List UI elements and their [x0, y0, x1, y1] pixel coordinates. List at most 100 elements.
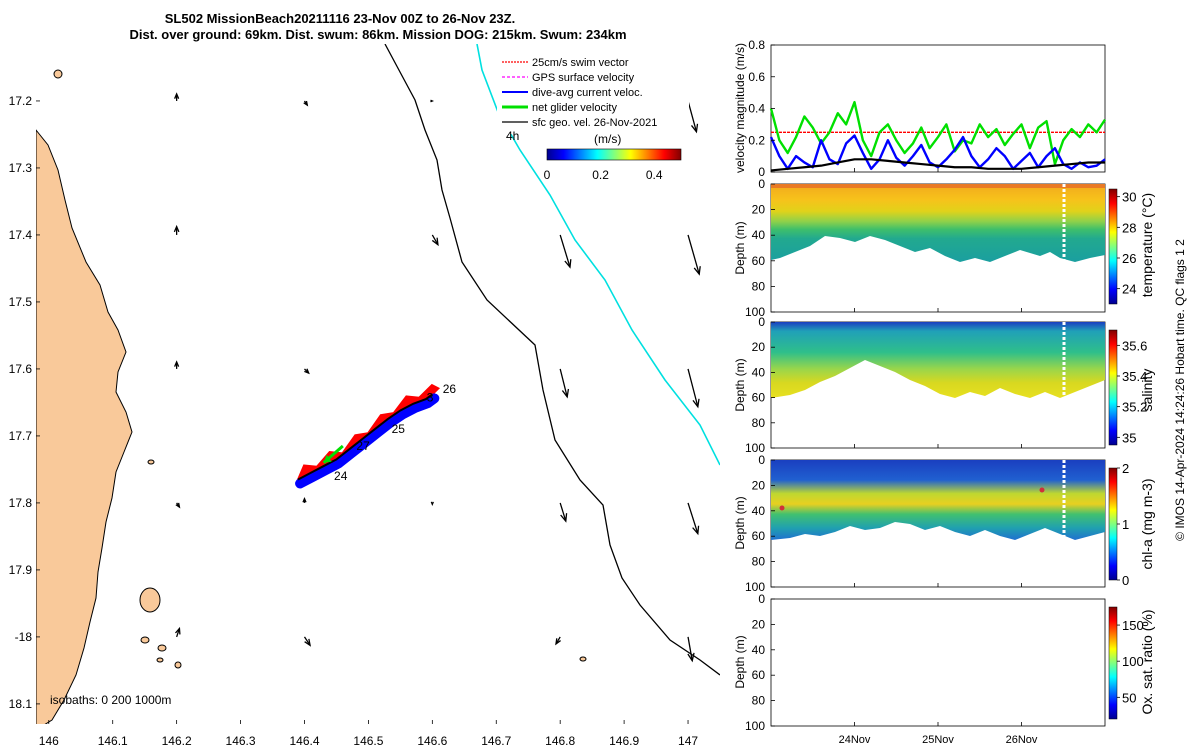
legend-net: net glider velocity	[532, 102, 617, 114]
glider-track: 24 27 25 3 26	[295, 382, 457, 489]
time-tick-label: 25Nov	[922, 734, 954, 746]
geo-vector	[687, 636, 695, 663]
velocity-dive-line	[769, 134, 1106, 171]
depth-ytick-label: 0	[758, 315, 765, 329]
map-axes: 146 146.1 146.2 146.3 146.4 146.5 146.6 146.7 14…	[9, 94, 699, 748]
colorbar-tick-label: 30	[1122, 190, 1136, 205]
oxygen-ylabel: Depth (m)	[733, 635, 747, 688]
velocity-ylabel: velocity magnitude (m/s)	[733, 43, 747, 173]
island	[579, 656, 587, 662]
dive-avg-currents	[295, 393, 440, 489]
map-xtick-label: 146.7	[481, 734, 511, 748]
oxygen-panel: Depth (m) Ox. sat. ratio (%)	[733, 598, 1155, 727]
geo-vector	[430, 99, 435, 103]
depth-ytick-label: 80	[752, 279, 766, 293]
velocity-ytick-label: 0.8	[748, 38, 765, 52]
colorbar-tick-label: 35.4	[1122, 369, 1147, 384]
chlorophyll-ylabel: Depth (m)	[733, 496, 747, 549]
map-ytick-label: 17.6	[9, 362, 33, 376]
colorbar-tick-label: 2	[1122, 461, 1129, 476]
geo-vector	[173, 224, 180, 235]
velocity-ytick-label: 0.6	[748, 70, 765, 84]
geo-vector	[174, 626, 181, 638]
isobath-200m	[384, 44, 720, 676]
chlorophyll-panel: Depth (m) chl-a (mg m-3)	[733, 459, 1155, 588]
swim-vectors	[296, 383, 441, 482]
geo-vector	[175, 502, 181, 509]
geo-vector	[302, 497, 307, 503]
chlorophyll-cbar-label: chl-a (mg m-3)	[1139, 478, 1155, 569]
map-ytick-label: -18	[15, 630, 33, 644]
oxygen-cbar-label: Ox. sat. ratio (%)	[1139, 609, 1155, 714]
depth-ytick-label: 100	[745, 580, 765, 594]
track-day-label: 25	[392, 422, 406, 436]
map-ytick-label: 17.4	[9, 228, 33, 242]
island	[139, 587, 161, 613]
depth-ytick-label: 20	[752, 617, 766, 631]
track-day-label: 26	[443, 382, 457, 396]
depth-ytick-label: 60	[752, 668, 766, 682]
salinity-panel: Depth (m) salinity	[733, 321, 1155, 449]
geo-vector	[687, 100, 699, 134]
temperature-colorbar	[1108, 188, 1118, 305]
colorbar-tick-label: 28	[1122, 220, 1136, 235]
geo-vector	[687, 368, 700, 409]
map-xtick-label: 147	[678, 734, 698, 748]
depth-ytick-label: 0	[758, 177, 765, 191]
coastline	[36, 129, 133, 724]
depth-ytick-label: 100	[745, 305, 765, 319]
depth-ytick-label: 100	[745, 441, 765, 455]
geo-vector	[303, 100, 309, 107]
depth-ytick-label: 20	[752, 203, 766, 217]
map-xtick-label: 146.3	[226, 734, 256, 748]
track-day-label: 24	[334, 469, 348, 483]
net-track-line	[297, 393, 433, 481]
geo-vector	[304, 368, 310, 375]
velocity-geo-line	[770, 158, 1105, 172]
depth-ytick-label: 80	[752, 416, 766, 430]
map-ytick-label: 17.2	[9, 94, 33, 108]
map-colorbar-label: (m/s)	[594, 132, 621, 146]
map-frame	[36, 44, 720, 724]
time-tick-label: 26Nov	[1006, 734, 1038, 746]
island	[53, 69, 63, 79]
geo-vector	[687, 234, 701, 276]
legend-geo: sfc geo. vel. 26-Nov-2021	[532, 117, 657, 129]
depth-ytick-label: 40	[752, 643, 766, 657]
velocity-panel: velocity magnitude (m/s)	[733, 43, 1107, 173]
geo-vector	[303, 636, 312, 647]
colorbar-tick-label: 50	[1122, 690, 1136, 705]
map-colorbar-tick: 0.2	[592, 168, 609, 182]
depth-ytick-label: 80	[752, 694, 766, 708]
temperature-surface-band	[771, 184, 1105, 188]
depth-ytick-label: 0	[758, 453, 765, 467]
oxygen-colorbar	[1108, 606, 1118, 720]
legend-dive: dive-avg current veloc.	[532, 87, 643, 99]
velocity-ytick-label: 0.2	[748, 133, 765, 147]
credit-line: © IMOS 14-Apr-2024 14:24:26 Hobart time.…	[1173, 239, 1187, 541]
track-day-label: 3	[427, 391, 434, 405]
temperature-panel: Depth (m) temperature (°C)	[733, 183, 1155, 313]
legend-box	[497, 54, 689, 134]
geo-vector	[559, 368, 570, 399]
map-xtick-label: 146.5	[353, 734, 383, 748]
geostrophic-vectors	[173, 92, 701, 663]
colorbar-tick-label: 100	[1122, 654, 1144, 669]
isobath-1000m	[476, 44, 720, 466]
map-xtick-label: 146.6	[417, 734, 447, 748]
map-ytick-label: 17.8	[9, 496, 33, 510]
chlorophyll-max-spot	[779, 505, 785, 511]
colorbar-tick-label: 35.2	[1122, 400, 1147, 415]
island	[156, 657, 164, 663]
map-ytick-label: 17.5	[9, 295, 33, 309]
depth-ytick-label: 100	[745, 719, 765, 733]
colorbar-tick-label: 26	[1122, 251, 1136, 266]
island	[157, 644, 167, 652]
depth-ytick-label: 40	[752, 504, 766, 518]
map-ytick-label: 17.3	[9, 161, 33, 175]
depth-ytick-label: 40	[752, 228, 766, 242]
geo-vector	[174, 92, 180, 101]
map-colorbar-tick: 0.4	[646, 168, 663, 182]
title-line-1: SL502 MissionBeach20211116 23-Nov 00Z to…	[165, 11, 515, 26]
